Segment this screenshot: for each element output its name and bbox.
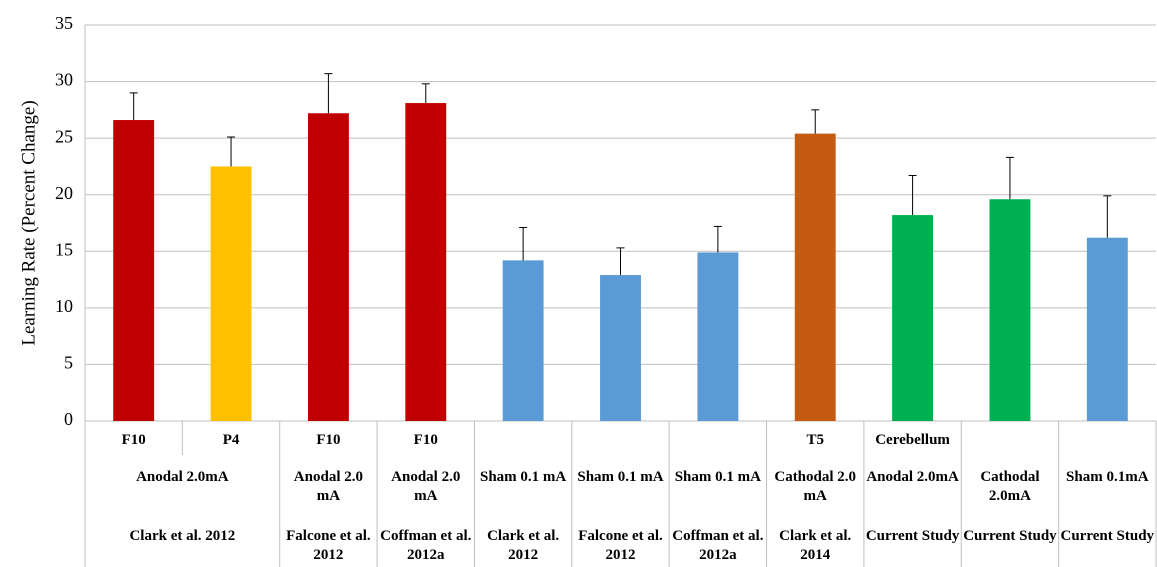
bar: [794, 133, 836, 422]
y-tick-label: 30: [55, 70, 73, 90]
y-tick-label: 10: [55, 296, 73, 316]
bar: [405, 103, 447, 421]
condition-label: Anodal 2.0mA: [136, 469, 229, 485]
error-bar: [324, 73, 333, 114]
study-label: Coffman et al. 2012a: [380, 528, 472, 563]
error-bar: [1005, 156, 1014, 200]
error-bar: [227, 136, 236, 167]
study-label: Coffman et al. 2012a: [672, 528, 764, 563]
category-label: F10: [413, 432, 438, 448]
y-tick-label: 35: [55, 13, 73, 33]
y-tick-label: 25: [55, 126, 73, 146]
condition-label: Anodal 2.0mA: [866, 469, 959, 485]
category-label: Cerebellum: [875, 432, 950, 448]
error-bar: [616, 247, 625, 276]
error-bar: [811, 109, 820, 134]
condition-label: Cathodal 2.0 mA: [774, 469, 857, 504]
bar: [600, 275, 641, 421]
y-tick-label: 15: [55, 239, 73, 259]
condition-label: Cathodal 2.0mA: [980, 469, 1040, 504]
y-tick-label: 5: [64, 353, 73, 373]
study-label: Current Study: [865, 528, 960, 544]
study-label: Current Study: [963, 528, 1057, 544]
y-tick-label: 0: [64, 409, 73, 429]
bar: [697, 252, 739, 421]
study-label: Falcone et al. 2012: [286, 528, 371, 563]
error-bar: [421, 83, 430, 104]
study-label: Falcone et al. 2012: [578, 528, 663, 563]
bar: [113, 120, 155, 421]
y-tick-label: 20: [55, 183, 73, 203]
study-label: Clark et al. 2012: [129, 528, 236, 544]
condition-label: Sham 0.1 mA: [577, 469, 664, 485]
error-bar: [1103, 195, 1112, 238]
bar: [210, 166, 252, 421]
bar: [502, 260, 544, 421]
category-label: P4: [222, 432, 240, 448]
bar: [1086, 237, 1128, 421]
condition-label: Anodal 2.0 mA: [391, 469, 461, 504]
condition-label: Sham 0.1 mA: [480, 469, 567, 485]
study-label: Clark et al. 2014: [779, 528, 852, 563]
error-bar: [129, 92, 138, 121]
error-bar: [713, 225, 722, 253]
category-label: T5: [806, 432, 824, 448]
error-bar: [519, 227, 528, 261]
error-bar: [908, 174, 917, 216]
y-axis-label: Learning Rate (Percent Change): [18, 100, 39, 345]
bar: [989, 199, 1031, 421]
condition-label: Sham 0.1 mA: [674, 469, 761, 485]
study-label: Clark et al. 2012: [487, 528, 560, 563]
category-label: F10: [316, 432, 341, 448]
bar: [307, 113, 349, 421]
bar: [892, 215, 934, 421]
category-label: F10: [121, 432, 146, 448]
condition-label: Sham 0.1mA: [1066, 469, 1149, 485]
study-label: Current Study: [1060, 528, 1155, 544]
condition-label: Anodal 2.0 mA: [293, 469, 363, 504]
